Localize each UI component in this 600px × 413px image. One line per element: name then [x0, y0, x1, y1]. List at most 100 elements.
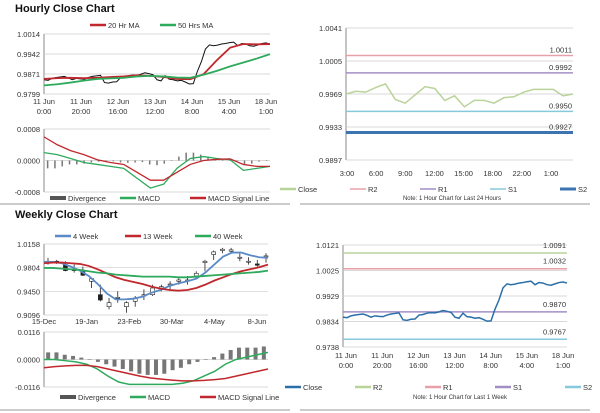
- x-tick-label: 4-May: [204, 317, 225, 326]
- candle-body: [176, 279, 182, 282]
- x-tick-label: 9:00: [398, 169, 413, 178]
- divergence-bar: [97, 160, 100, 162]
- candle-body: [106, 302, 112, 308]
- divergence-bar: [129, 359, 134, 372]
- x-tick-label: 1:00: [544, 169, 559, 178]
- y-tick-label: 0.9871: [17, 70, 40, 79]
- divergence-bar: [76, 160, 78, 165]
- x-tick-label: 23-Feb: [117, 317, 141, 326]
- legend-label: MACD: [148, 393, 171, 402]
- y-tick-label: 0.9897: [319, 156, 342, 165]
- x-tick-label: 12 Jun: [107, 97, 130, 106]
- level-value-label: 0.9950: [549, 101, 572, 110]
- divergence-bar: [71, 355, 76, 360]
- y-tick-label: 0.0116: [18, 328, 40, 337]
- x-tick-label: 11 Jun: [335, 351, 357, 360]
- x-tick-label: 12 Jun: [407, 351, 430, 360]
- divergence-bar: [87, 359, 92, 360]
- x-tick-label: 4:00: [520, 361, 535, 370]
- divergence-bar: [251, 160, 253, 164]
- y-tick-label: 1.0005: [319, 57, 342, 66]
- divergence-bar: [187, 359, 192, 365]
- legend-label: 40 Week: [213, 232, 243, 241]
- legend-label: Close: [298, 185, 317, 194]
- x-tick-label: 8-Jun: [248, 317, 267, 326]
- x-tick-label: 11 Jun: [33, 97, 55, 106]
- divergence-bar: [112, 359, 117, 367]
- x-tick-label: 20:00: [72, 107, 91, 116]
- divergence-bar: [170, 359, 175, 371]
- x-tick-label: 14 Jun: [479, 351, 502, 360]
- x-tick-label: 15-Dec: [32, 317, 56, 326]
- legend-label: Divergence: [78, 393, 116, 402]
- legend-label: 4 Week: [73, 232, 99, 241]
- y-tick-label: 1.0014: [17, 30, 40, 39]
- divergence-bar: [228, 350, 233, 360]
- close-price-series: [43, 41, 271, 85]
- candle-body: [202, 260, 208, 263]
- divergence-bar: [156, 160, 158, 166]
- divergence-bar: [79, 357, 84, 360]
- divergence-bar: [54, 352, 59, 360]
- legend-label: R1: [443, 383, 453, 392]
- x-tick-label: 3:00: [340, 169, 355, 178]
- y-tick-label: 0.9969: [319, 90, 342, 99]
- x-tick-label: 13 Jun: [144, 97, 167, 106]
- divergence-bar: [61, 160, 63, 167]
- x-tick-label: 18 Jun: [255, 97, 278, 106]
- y-tick-label: 1.0158: [17, 240, 40, 249]
- candle-body: [124, 302, 129, 308]
- x-tick-label: 15:00: [454, 169, 473, 178]
- y-tick-label: 1.0121: [316, 241, 339, 250]
- divergence-bar: [163, 160, 166, 164]
- candle-body: [246, 260, 251, 263]
- candle-body: [254, 263, 260, 266]
- legend-label: S1: [513, 383, 522, 392]
- close-series-line: [345, 83, 574, 108]
- divergence-bar: [112, 160, 115, 162]
- x-tick-label: 4:00: [222, 107, 237, 116]
- close-series-line: [342, 280, 568, 322]
- legend-label: S2: [578, 185, 587, 194]
- divergence-bar: [90, 160, 93, 163]
- x-tick-label: 0:00: [339, 361, 354, 370]
- y-tick-label: 0.9738: [316, 343, 339, 352]
- y-tick-label: 0.9804: [17, 264, 40, 273]
- divergence-bar: [162, 359, 167, 374]
- legend-label: R2: [368, 185, 378, 194]
- candle-body: [115, 297, 121, 299]
- divergence-bar: [178, 156, 180, 161]
- x-tick-label: 11 Jun: [70, 97, 92, 106]
- y-tick-label: 0.0000: [17, 356, 40, 365]
- divergence-bar: [192, 152, 195, 161]
- x-tick-label: 1:00: [259, 107, 274, 116]
- candle-body: [228, 249, 234, 252]
- divergence-bar: [154, 359, 158, 375]
- legend-swatch: [50, 196, 66, 200]
- level-value-label: 0.9870: [543, 300, 566, 309]
- divergence-bar: [253, 347, 258, 360]
- daily-note: Note: 1 Hour Chart for Last 24 Hours: [403, 196, 501, 202]
- candle-body: [211, 251, 216, 255]
- legend-label: Close: [303, 383, 322, 392]
- x-tick-label: 15 Jun: [516, 351, 539, 360]
- x-tick-label: 16:00: [409, 361, 428, 370]
- level-value-label: 1.0011: [550, 46, 572, 55]
- y-tick-label: 0.9834: [316, 318, 339, 327]
- divergence-bar: [68, 160, 71, 165]
- x-tick-label: 19-Jan: [75, 317, 98, 326]
- candle-body: [98, 294, 103, 301]
- level-value-label: 1.0091: [543, 241, 566, 250]
- y-tick-label: 0.9942: [17, 50, 40, 59]
- x-tick-label: 11 Jun: [371, 351, 393, 360]
- level-value-label: 0.9992: [549, 63, 572, 72]
- y-tick-label: 0.9799: [17, 90, 40, 99]
- divergence-bar: [236, 347, 241, 360]
- legend-label: Divergence: [68, 194, 106, 203]
- divergence-bar: [46, 160, 49, 169]
- y-tick-label: -0.0116: [15, 383, 40, 392]
- divergence-bar: [62, 354, 67, 360]
- y-tick-label: -0.0008: [15, 188, 40, 197]
